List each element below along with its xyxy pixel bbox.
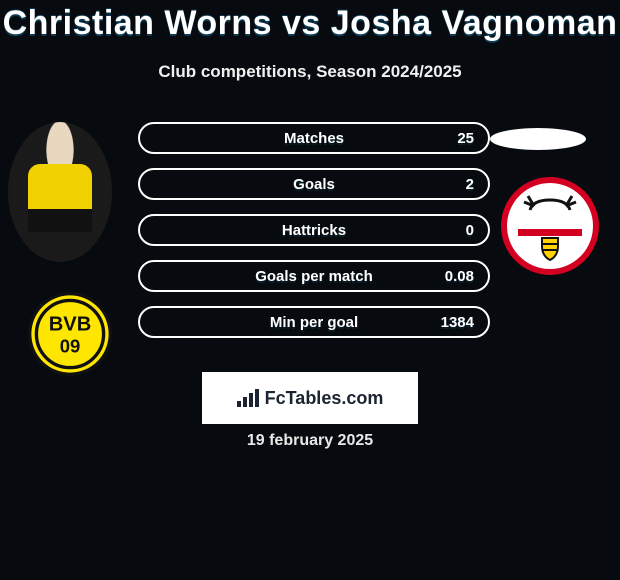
- stat-label: Matches: [140, 124, 488, 152]
- date-text: 19 february 2025: [0, 432, 620, 450]
- stat-row-hattricks: Hattricks 0: [138, 214, 490, 246]
- player-photo-left: [8, 122, 112, 262]
- stat-row-goals-per-match: Goals per match 0.08: [138, 260, 490, 292]
- attribution-box: FcTables.com: [202, 372, 418, 424]
- stat-row-min-per-goal: Min per goal 1384: [138, 306, 490, 338]
- attribution-text: FcTables.com: [265, 388, 384, 409]
- page-title: Christian Worns vs Josha Vagnoman: [0, 4, 620, 43]
- stat-row-goals: Goals 2: [138, 168, 490, 200]
- club-badge-right: [500, 176, 600, 276]
- stat-label: Goals per match: [140, 262, 488, 290]
- page-subtitle: Club competitions, Season 2024/2025: [0, 62, 620, 82]
- club-left-short: BVB: [49, 314, 92, 336]
- player-photo-right-placeholder: [490, 128, 586, 150]
- stat-row-matches: Matches 25: [138, 122, 490, 154]
- stat-label: Goals: [140, 170, 488, 198]
- club-left-year: 09: [60, 335, 81, 356]
- club-badge-left: BVB 09: [28, 292, 112, 376]
- stat-label: Min per goal: [140, 308, 488, 336]
- stat-value-right: 1384: [441, 308, 474, 336]
- stat-label: Hattricks: [140, 216, 488, 244]
- stat-value-right: 0: [466, 216, 474, 244]
- stat-value-right: 2: [466, 170, 474, 198]
- stat-value-right: 25: [457, 124, 474, 152]
- stat-value-right: 0.08: [445, 262, 474, 290]
- bars-icon: [237, 389, 259, 407]
- stats-container: Matches 25 Goals 2 Hattricks 0 Goals per…: [138, 122, 490, 352]
